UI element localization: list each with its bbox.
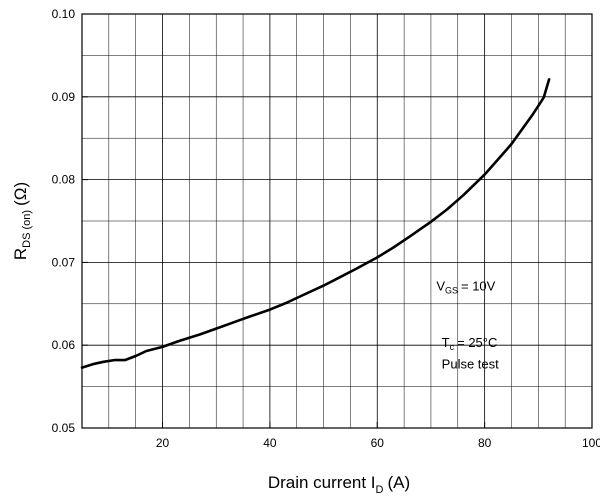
annotation-pulse-test: Pulse test [442,356,499,371]
tick-labels: 20 40 60 80 100 0.05 0.06 0.07 0.08 0.09 0.10 [52,7,600,450]
annotation-tc-subscript: c [450,342,455,352]
x-tick-label: 80 [478,436,492,450]
y-tick-label: 0.09 [52,90,76,104]
series-layer [80,78,551,369]
x-tick-label: 60 [371,436,385,450]
minor-gridlines [82,14,592,428]
x-tick-label: 100 [582,436,600,450]
y-axis-label-subscript: DS (on) [21,210,33,248]
annotation-tc-value: = 25°C [457,335,497,350]
y-axis-label-unit: (Ω) [11,182,30,206]
series-line [80,78,551,369]
x-axis-label-subscript: D [376,484,384,496]
annotation-tc-main: T [442,335,450,350]
annotation-vgs-subscript: GS [445,286,458,296]
annotation-tc: Tc = 25°C [442,335,498,352]
y-axis-label: RDS (on) (Ω) [11,182,33,260]
y-tick-label: 0.07 [52,255,76,269]
x-axis-label-unit: (A) [387,473,410,492]
y-tick-label: 0.10 [52,7,76,21]
annotation-vgs-value: = 10V [461,279,496,294]
annotation-vgs: VGS = 10V [436,279,495,296]
x-axis-label-main: Drain current I [268,473,376,492]
x-axis-label: Drain current ID (A) [268,473,410,496]
y-tick-label: 0.05 [52,421,76,435]
annotation-vgs-main: V [436,279,445,294]
x-tick-label: 20 [156,436,170,450]
x-tick-label: 40 [263,436,277,450]
plot-frame [81,13,593,429]
y-tick-label: 0.06 [52,338,76,352]
y-axis-label-main: R [11,248,30,260]
y-tick-label: 0.08 [52,173,76,187]
